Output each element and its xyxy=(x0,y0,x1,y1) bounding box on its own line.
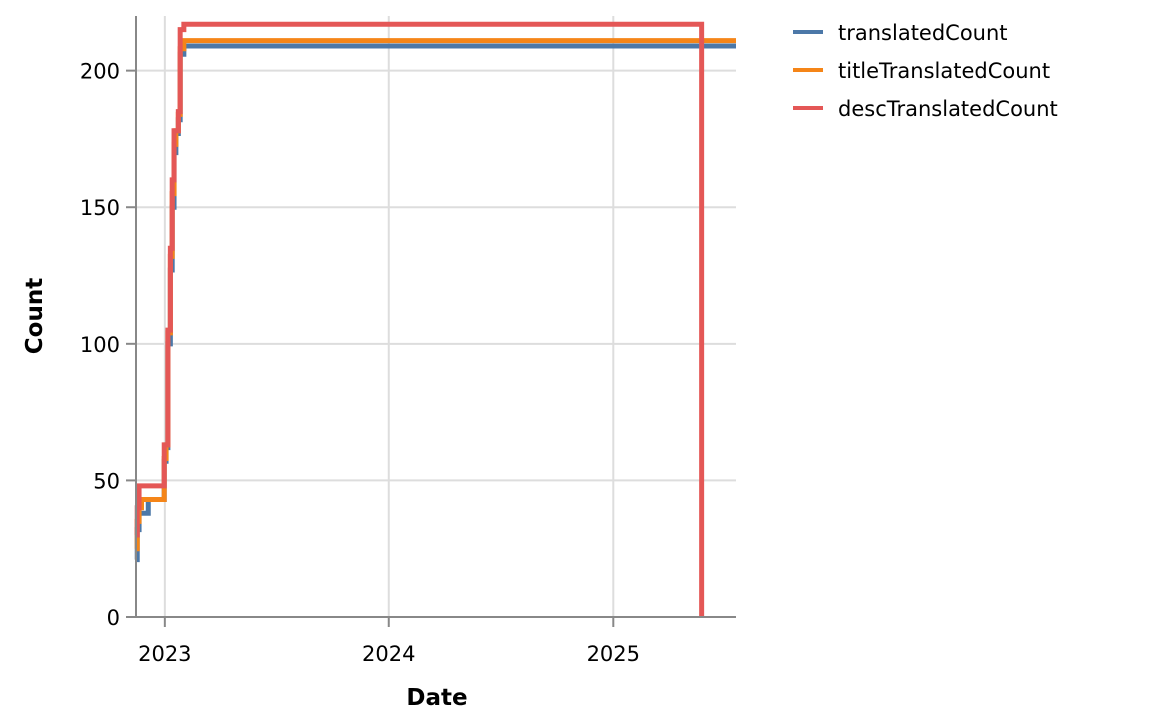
x-tick-label: 2025 xyxy=(587,642,640,666)
y-tick-label: 150 xyxy=(80,196,120,220)
series-line-translatedCount xyxy=(134,43,736,563)
y-tick-label: 100 xyxy=(80,333,120,357)
y-tick-label: 0 xyxy=(107,606,120,630)
series-line-descTranslatedCount xyxy=(134,21,705,617)
x-tick-label: 2024 xyxy=(362,642,415,666)
legend-label-titleTranslatedCount: titleTranslatedCount xyxy=(838,59,1050,83)
y-tick-label: 200 xyxy=(80,60,120,84)
series-layer xyxy=(134,21,736,617)
x-tick-label: 2023 xyxy=(138,642,191,666)
axes xyxy=(135,16,736,618)
x-axis-title: Date xyxy=(406,685,467,711)
legend-label-descTranslatedCount: descTranslatedCount xyxy=(838,97,1058,121)
x-axis-ticks: 2023 2024 2025 xyxy=(138,617,640,666)
y-axis-ticks: 0 50 100 150 200 xyxy=(80,60,136,630)
series-line-titleTranslatedCount xyxy=(134,38,736,552)
legend-label-translatedCount: translatedCount xyxy=(838,21,1008,45)
grid xyxy=(136,16,736,617)
y-axis-title: Count xyxy=(22,278,48,354)
y-tick-label: 50 xyxy=(93,469,120,493)
legend: translatedCount titleTranslatedCount descT… xyxy=(793,21,1058,121)
